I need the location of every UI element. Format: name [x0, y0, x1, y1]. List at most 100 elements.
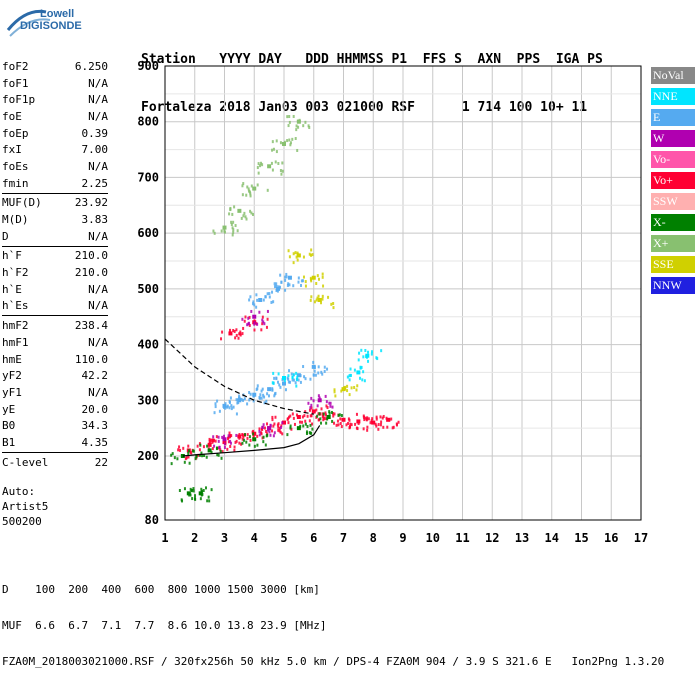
y-tick-label: 900: [137, 59, 159, 73]
logo-lowell-text: Lowell: [40, 8, 75, 20]
data-speck: [230, 220, 233, 224]
data-speck: [346, 384, 349, 388]
data-speck: [229, 396, 232, 400]
data-speck: [277, 422, 280, 426]
data-point-x-: [252, 437, 257, 442]
data-speck: [310, 431, 313, 435]
data-speck: [261, 318, 264, 322]
data-speck: [317, 418, 320, 422]
data-speck: [292, 261, 295, 265]
data-speck: [311, 422, 314, 426]
param-label: yF2: [2, 369, 22, 383]
data-speck: [232, 328, 235, 332]
data-speck: [266, 317, 269, 321]
data-speck: [229, 441, 232, 445]
param-value: N/A: [88, 229, 108, 243]
data-speck: [295, 384, 298, 388]
data-speck: [292, 114, 295, 118]
data-speck: [279, 141, 282, 145]
data-speck: [318, 298, 321, 302]
data-speck: [325, 421, 328, 425]
data-speck: [235, 439, 238, 443]
data-speck: [261, 425, 264, 429]
data-speck: [203, 453, 206, 457]
data-speck: [217, 435, 220, 439]
data-speck: [308, 431, 311, 435]
param-label: B0: [2, 419, 16, 433]
data-speck: [170, 462, 173, 466]
data-speck: [353, 368, 356, 372]
data-speck: [256, 298, 259, 302]
data-speck: [239, 330, 242, 334]
data-speck: [284, 278, 287, 282]
param-label: h`F: [2, 249, 22, 263]
data-point-w: [267, 426, 272, 431]
data-speck: [210, 438, 213, 442]
data-speck: [304, 377, 307, 381]
param-label: hmF2: [2, 319, 29, 333]
data-speck: [364, 416, 367, 420]
data-speck: [324, 413, 327, 417]
data-speck: [310, 248, 313, 252]
param-separator: [2, 192, 108, 194]
data-speck: [253, 319, 256, 323]
data-speck: [233, 329, 236, 333]
data-speck: [277, 372, 280, 376]
param-label: C-level: [2, 455, 49, 469]
x-tick-label: 14: [545, 531, 559, 545]
header-columns: Station YYYY DAY DDD HHMMSS P1 FFS S AXN…: [141, 52, 603, 67]
data-speck: [277, 428, 280, 432]
data-speck: [214, 405, 217, 409]
data-speck: [310, 295, 313, 299]
data-speck: [357, 358, 360, 362]
data-speck: [308, 252, 311, 256]
data-speck: [221, 330, 224, 334]
data-speck: [243, 433, 246, 437]
x-tick-label: 1: [161, 531, 168, 545]
data-speck: [340, 425, 343, 429]
data-speck: [362, 414, 365, 418]
param-row: yF2 42.2: [2, 367, 108, 384]
data-speck: [261, 427, 264, 431]
data-point-vo-: [237, 434, 242, 439]
y-tick-label: 600: [137, 226, 159, 240]
data-speck: [251, 212, 254, 216]
legend-item-nne: NNE: [651, 87, 695, 108]
data-speck: [269, 423, 272, 427]
data-speck: [273, 431, 276, 435]
data-speck: [324, 411, 327, 415]
data-speck: [304, 422, 307, 426]
data-speck: [196, 444, 199, 448]
legend-item-e: E: [651, 108, 695, 129]
data-speck: [303, 414, 306, 418]
data-speck: [304, 284, 307, 288]
data-speck: [266, 309, 269, 313]
data-speck: [266, 188, 269, 192]
data-speck: [281, 432, 284, 436]
param-label: h`F2: [2, 266, 29, 280]
data-speck: [271, 387, 274, 391]
param-row: foF1 N/A: [2, 75, 108, 92]
data-speck: [181, 499, 184, 503]
data-speck: [268, 430, 271, 434]
data-point-w: [317, 398, 322, 403]
data-speck: [279, 273, 282, 277]
data-speck: [249, 194, 252, 198]
data-speck: [251, 302, 254, 306]
data-speck: [359, 376, 362, 380]
data-speck: [187, 455, 190, 459]
data-speck: [217, 439, 220, 443]
data-speck: [257, 171, 260, 175]
data-speck: [260, 328, 263, 332]
data-speck: [320, 301, 323, 305]
footer-info: D 100 200 400 600 800 1000 1500 3000 [km…: [2, 560, 664, 680]
param-row: B0 34.3: [2, 417, 108, 434]
data-speck: [332, 421, 335, 425]
data-speck: [220, 456, 223, 460]
data-speck: [232, 228, 235, 232]
data-point-vo-: [341, 417, 346, 422]
data-speck: [223, 229, 226, 233]
data-speck: [208, 499, 211, 503]
data-speck: [223, 405, 226, 409]
data-speck: [279, 430, 282, 434]
